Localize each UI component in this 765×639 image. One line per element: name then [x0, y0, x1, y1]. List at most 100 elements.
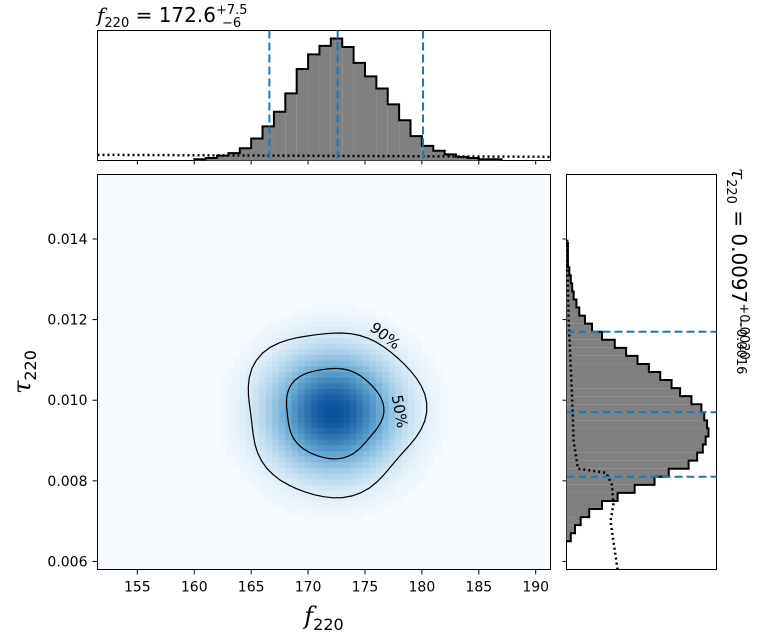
heatmap-cell	[252, 349, 260, 356]
heatmap-cell	[395, 490, 403, 497]
heatmap-cell	[382, 366, 390, 373]
heatmap-cell	[336, 417, 345, 424]
heatmap-cell	[285, 366, 293, 373]
heatmap-cell	[291, 366, 299, 373]
heatmap-cell	[285, 467, 293, 475]
heatmap-cell	[408, 383, 416, 390]
heatmap-cell	[311, 315, 319, 322]
heatmap-cell	[285, 484, 293, 492]
heatmap-cell	[324, 349, 332, 356]
heatmap-cell	[298, 462, 306, 469]
heatmap-cell	[343, 451, 351, 458]
heatmap-cell	[285, 343, 293, 351]
heatmap-cell	[226, 377, 234, 384]
heatmap-cell	[330, 479, 338, 486]
heatmap-cell	[233, 456, 241, 463]
heatmap-cell	[324, 355, 332, 362]
right-hist-bar	[566, 492, 618, 501]
heatmap-cell	[362, 360, 370, 367]
heatmap-cell	[226, 383, 234, 390]
heatmap-cell	[259, 360, 267, 367]
heatmap-cell	[239, 383, 247, 390]
heatmap-cell	[408, 428, 416, 435]
heatmap-cell	[265, 326, 273, 334]
heatmap-cell	[304, 355, 312, 362]
right-hist-bar	[566, 404, 702, 413]
heatmap-cell	[356, 434, 364, 441]
heatmap-cell	[265, 405, 273, 413]
heatmap-cell	[421, 439, 429, 446]
heatmap-cell	[401, 451, 409, 458]
heatmap-cell	[343, 473, 351, 480]
heatmap-cell	[382, 484, 390, 492]
heatmap-cell	[304, 467, 312, 475]
heatmap-cell	[330, 484, 338, 492]
heatmap-cell	[369, 343, 377, 351]
heatmap-cell	[265, 417, 273, 424]
heatmap-cell	[330, 434, 338, 441]
heatmap-cell	[362, 349, 370, 356]
heatmap-cell	[408, 451, 416, 458]
right-hist-bar	[566, 339, 615, 348]
heatmap-cell	[272, 366, 280, 373]
heatmap-cell	[414, 360, 422, 367]
heatmap-cell	[272, 372, 280, 379]
heatmap-cell	[382, 383, 390, 390]
right-hist-bar	[566, 412, 705, 421]
heatmap-cell	[440, 388, 448, 396]
heatmap-cell	[434, 417, 442, 424]
heatmap-cell	[369, 332, 377, 339]
heatmap-cell	[259, 439, 267, 446]
heatmap-cell	[369, 496, 377, 503]
heatmap-cell	[291, 360, 299, 367]
heatmap-cell	[311, 462, 319, 469]
heatmap-cell	[278, 439, 286, 446]
heatmap-cell	[259, 484, 267, 492]
heatmap-cell	[259, 400, 267, 407]
heatmap-cell	[317, 332, 325, 339]
heatmap-cell	[336, 439, 345, 446]
heatmap-cell	[317, 315, 325, 322]
heatmap-cell	[401, 467, 409, 475]
top-hist-bar	[387, 104, 400, 161]
heatmap-cell	[285, 451, 293, 458]
heatmap-cell	[401, 484, 409, 492]
heatmap-cell	[349, 360, 357, 367]
heatmap-cell	[408, 434, 416, 441]
heatmap-cell	[356, 355, 364, 362]
heatmap-cell	[311, 507, 319, 514]
heatmap-cell	[336, 304, 345, 311]
heatmap-cell	[291, 496, 299, 503]
heatmap-cell	[246, 355, 254, 362]
x-axis-label-subscript: 220	[313, 615, 344, 634]
heatmap-cell	[330, 343, 338, 351]
heatmap-cell	[356, 462, 364, 469]
heatmap-cell	[440, 434, 448, 441]
x-tick-label: 190	[522, 580, 549, 596]
heatmap-cell	[298, 484, 306, 492]
heatmap-cell	[291, 372, 299, 379]
heatmap-cell	[239, 462, 247, 469]
heatmap-cell	[298, 309, 306, 317]
heatmap-cell	[259, 338, 267, 345]
heatmap-cell	[414, 349, 422, 356]
heatmap-cell	[298, 473, 306, 480]
heatmap-cell	[362, 338, 370, 345]
heatmap-cell	[265, 445, 273, 452]
heatmap-cell	[408, 349, 416, 356]
heatmap-cell	[356, 343, 364, 351]
heatmap-cell	[226, 434, 234, 441]
heatmap-cell	[421, 473, 429, 480]
heatmap-cell	[278, 422, 286, 430]
heatmap-cell	[239, 411, 247, 418]
heatmap-cell	[343, 315, 351, 322]
heatmap-cell	[246, 394, 254, 401]
heatmap-cell	[298, 501, 306, 509]
heatmap-cell	[362, 473, 370, 480]
x-tick-label: 180	[409, 580, 436, 596]
heatmap-cell	[311, 411, 319, 418]
heatmap-cell	[421, 372, 429, 379]
heatmap-cell	[382, 501, 390, 509]
heatmap-cell	[317, 355, 325, 362]
heatmap-cell	[408, 484, 416, 492]
